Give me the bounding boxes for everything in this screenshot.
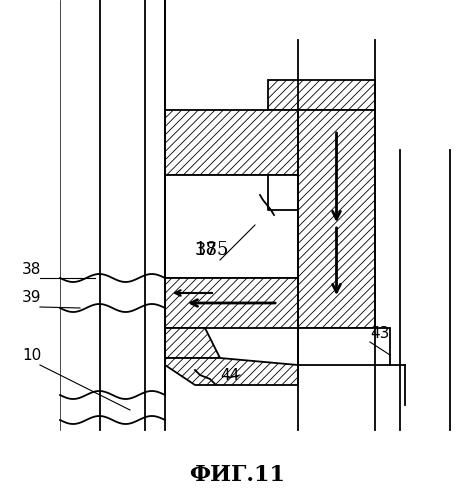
Polygon shape xyxy=(298,328,390,365)
Text: 39: 39 xyxy=(22,290,42,305)
Text: 44: 44 xyxy=(220,368,239,383)
Bar xyxy=(400,150,450,430)
Text: ФИГ.11: ФИГ.11 xyxy=(189,464,285,486)
Bar xyxy=(165,175,298,278)
Bar xyxy=(165,110,375,175)
Bar xyxy=(298,40,375,430)
Text: 43: 43 xyxy=(370,326,389,341)
Bar xyxy=(60,0,165,430)
Text: 10: 10 xyxy=(22,348,41,363)
Bar xyxy=(268,80,375,110)
Text: 37: 37 xyxy=(195,241,218,259)
Polygon shape xyxy=(165,358,298,385)
Text: 185: 185 xyxy=(195,241,229,259)
Text: 38: 38 xyxy=(22,262,41,277)
Polygon shape xyxy=(165,328,220,358)
Bar xyxy=(165,278,298,328)
Bar xyxy=(298,110,375,328)
